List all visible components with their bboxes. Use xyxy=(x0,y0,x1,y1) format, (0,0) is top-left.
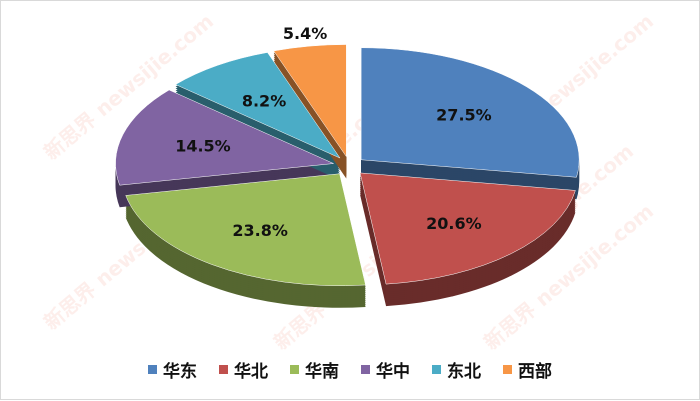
data-label: 27.5% xyxy=(436,106,492,125)
data-label: 20.6% xyxy=(426,214,482,233)
legend-label: 华南 xyxy=(305,362,339,382)
legend-swatch xyxy=(219,365,228,374)
legend-swatch xyxy=(290,365,299,374)
legend-swatch xyxy=(432,365,441,374)
legend-swatch xyxy=(503,365,512,374)
slice-东北[interactable] xyxy=(175,52,341,159)
legend-label: 西部 xyxy=(518,362,552,382)
legend-label: 华东 xyxy=(163,362,197,382)
legend-item: 华南 xyxy=(290,357,339,382)
legend-item: 华东 xyxy=(148,357,197,382)
slice-华东[interactable] xyxy=(360,47,580,178)
legend-item: 西部 xyxy=(503,357,552,382)
slice-华南[interactable] xyxy=(125,173,366,287)
data-label: 23.8% xyxy=(232,221,288,240)
legend-label: 东北 xyxy=(447,362,481,382)
legend-item: 东北 xyxy=(432,357,481,382)
data-label: 5.4% xyxy=(283,24,327,43)
legend-item: 华中 xyxy=(361,357,410,382)
legend-item: 华北 xyxy=(219,357,268,382)
legend-swatch xyxy=(148,365,157,374)
data-label: 8.2% xyxy=(242,92,286,111)
legend-label: 华中 xyxy=(376,362,410,382)
slice-华北[interactable] xyxy=(359,172,576,285)
slice-西部[interactable] xyxy=(273,44,347,158)
legend-label: 华北 xyxy=(234,362,268,382)
slice-华中[interactable] xyxy=(115,89,335,186)
legend-swatch xyxy=(361,365,370,374)
legend: 华东 华北 华南 华中 东北 西部 xyxy=(1,357,699,382)
data-label: 14.5% xyxy=(175,137,231,156)
